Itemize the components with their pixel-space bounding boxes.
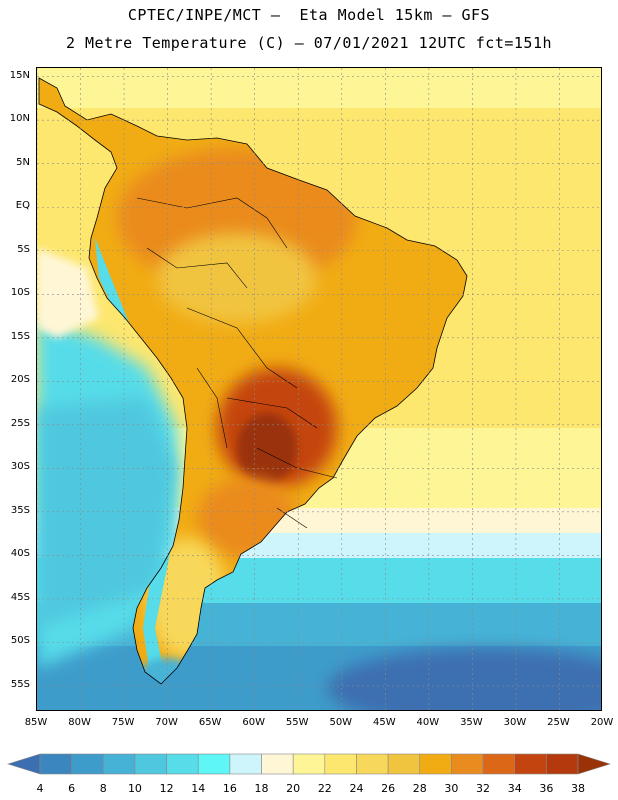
colorbar [6, 753, 612, 775]
lat-label: EQ [15, 200, 30, 212]
lat-label: 20S [10, 374, 30, 386]
lon-label: 80W [68, 717, 91, 728]
lat-label: 10N [9, 113, 30, 125]
lon-label: 75W [111, 717, 135, 728]
lon-label: 55W [285, 717, 309, 728]
continent-outline [38, 77, 468, 685]
lat-label: 40S [10, 548, 30, 560]
colorbar-tick-label: 34 [507, 782, 522, 795]
lon-label: 70W [155, 717, 178, 728]
colorbar-swatch [356, 753, 389, 775]
colorbar-tick-label: 20 [286, 782, 301, 795]
pacific-cyan-region [37, 398, 177, 628]
colorbar-swatch [261, 753, 294, 775]
country-borders [136, 197, 338, 529]
colorbar-swatch [292, 753, 326, 775]
lon-label: 40W [416, 717, 440, 728]
colorbar-tick-label: 14 [191, 782, 206, 795]
colorbar-tick-label: 24 [349, 782, 364, 795]
colorbar-tick-label: 28 [412, 782, 427, 795]
lon-label: 65W [198, 717, 222, 728]
colorbar-swatch [102, 753, 136, 775]
lat-label: 10S [10, 287, 30, 299]
colorbar-tick-label: 12 [159, 782, 174, 795]
colorbar-tick-label: 4 [36, 782, 44, 795]
colorbar-swatch [514, 753, 547, 775]
colorbar-tick-label: 6 [68, 782, 76, 795]
lat-label: 30S [10, 461, 30, 473]
colorbar-tick-label: 22 [317, 782, 332, 795]
lon-label: 35W [460, 717, 483, 728]
lon-label: 85W [24, 717, 48, 728]
lat-label: 5N [16, 156, 30, 168]
title-line-2: 2 Metre Temperature (C) – 07/01/2021 12U… [65, 34, 553, 52]
colorbar-swatch [387, 753, 421, 775]
colorbar-tick-label: 10 [127, 782, 142, 795]
colorbar-tick-label: 32 [476, 782, 491, 795]
colorbar-swatch [134, 753, 167, 775]
lon-label: 50W [329, 717, 353, 728]
land-hot-core [237, 413, 297, 483]
colorbar-tick-label: 30 [444, 782, 459, 795]
lat-label: 15N [9, 69, 30, 81]
colorbar-swatch [71, 753, 104, 775]
colorbar-swatch [39, 753, 72, 775]
colorbar-tick-label: 16 [222, 782, 237, 795]
lat-label: 5S [17, 243, 30, 255]
colorbar-swatch [197, 753, 231, 775]
lon-label: 30W [503, 717, 527, 728]
lon-label: 45W [372, 717, 396, 728]
colorbar-swatch [229, 753, 262, 775]
colorbar-over-arrow [577, 753, 612, 775]
lon-label: 20W [590, 717, 614, 728]
lat-label: 35S [10, 504, 30, 516]
lat-label: 45S [10, 591, 30, 603]
colorbar-tick-label: 38 [571, 782, 585, 795]
pacific-cream-region [37, 248, 99, 338]
colorbar-tick-label: 36 [539, 782, 554, 795]
colorbar-swatch [324, 753, 357, 775]
lon-label: 60W [242, 717, 265, 728]
graticule [37, 68, 601, 710]
title-line-1: CPTEC/INPE/MCT – Eta Model 15km – GFS [127, 6, 491, 24]
lat-label: 50S [10, 635, 30, 647]
colorbar-swatch [419, 753, 452, 775]
colorbar-swatch [546, 753, 579, 775]
lat-label: 25S [10, 417, 30, 429]
colorbar-tick-label: 18 [254, 782, 269, 795]
temperature-map [36, 67, 602, 711]
lat-label: 15S [10, 330, 30, 342]
colorbar-swatch [482, 753, 516, 775]
colorbar-swatch [451, 753, 484, 775]
lon-label: 25W [547, 717, 570, 728]
ocean-pale [37, 68, 601, 108]
ocean-deep-blue [327, 648, 601, 710]
colorbar-swatch [166, 753, 199, 775]
colorbar-tick-label: 26 [381, 782, 396, 795]
colorbar-tick-label: 8 [99, 782, 107, 795]
lat-label: 55S [10, 678, 30, 690]
map-canvas [37, 68, 601, 710]
land-amazon-cooler [157, 233, 317, 323]
andes-cold-strip [95, 238, 185, 678]
colorbar-under-arrow [6, 753, 41, 775]
